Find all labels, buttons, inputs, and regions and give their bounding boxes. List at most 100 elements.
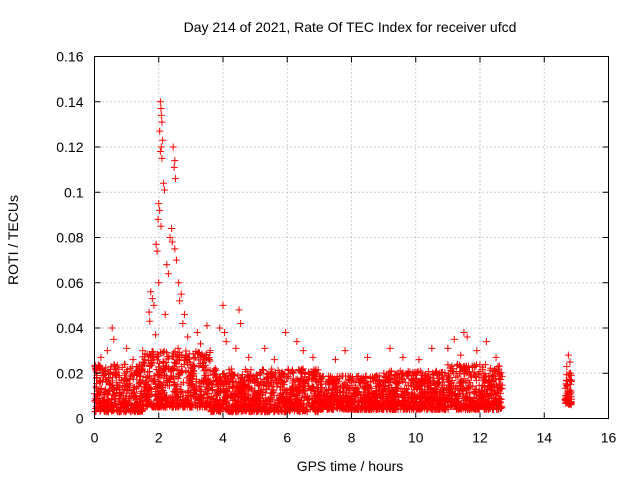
- data-point: [228, 365, 236, 373]
- data-point: [278, 386, 286, 394]
- data-point: [160, 179, 168, 187]
- data-point: [354, 384, 362, 392]
- data-point: [489, 371, 497, 379]
- data-point: [201, 386, 209, 394]
- data-point: [212, 402, 220, 410]
- data-point: [155, 200, 163, 208]
- data-point: [344, 384, 352, 392]
- data-point: [266, 404, 274, 412]
- data-point: [97, 353, 105, 361]
- data-point: [193, 329, 201, 337]
- data-point: [428, 344, 436, 352]
- data-point: [97, 399, 105, 407]
- data-point: [271, 401, 279, 409]
- data-point: [200, 391, 208, 399]
- data-point: [221, 389, 229, 397]
- data-point: [318, 402, 326, 410]
- data-point: [230, 404, 238, 412]
- data-point: [282, 390, 290, 398]
- data-point: [170, 380, 178, 388]
- data-point: [150, 301, 158, 309]
- data-point: [331, 401, 339, 409]
- data-point: [168, 365, 176, 373]
- data-point: [399, 393, 407, 401]
- data-point: [156, 98, 164, 106]
- data-point: [173, 397, 181, 405]
- data-point: [492, 353, 500, 361]
- data-point: [242, 391, 250, 399]
- data-point: [96, 389, 104, 397]
- data-point: [422, 372, 430, 380]
- data-point: [143, 378, 151, 386]
- data-point: [373, 373, 381, 381]
- data-point: [112, 386, 120, 394]
- data-point: [359, 382, 367, 390]
- data-point: [408, 375, 416, 383]
- data-point: [460, 329, 468, 337]
- data-point: [369, 405, 377, 413]
- data-point: [163, 261, 171, 269]
- data-point: [92, 397, 100, 405]
- data-point: [296, 377, 304, 385]
- data-point: [101, 390, 109, 398]
- data-point: [341, 347, 349, 355]
- data-point: [100, 391, 108, 399]
- data-point: [302, 377, 310, 385]
- data-point: [238, 371, 246, 379]
- data-point: [235, 391, 243, 399]
- data-point: [478, 397, 486, 405]
- data-point: [467, 382, 475, 390]
- data-point: [407, 391, 415, 399]
- data-point: [126, 375, 134, 383]
- data-point: [103, 347, 111, 355]
- data-point: [479, 375, 487, 383]
- data-point: [213, 380, 221, 388]
- data-point: [495, 362, 503, 370]
- data-point: [175, 279, 183, 287]
- data-point: [394, 380, 402, 388]
- data-point: [277, 389, 285, 397]
- data-point: [408, 389, 416, 397]
- data-point: [218, 405, 226, 413]
- data-point: [462, 394, 470, 402]
- data-point: [339, 387, 347, 395]
- data-point: [220, 396, 228, 404]
- data-point: [157, 143, 165, 151]
- data-point: [299, 389, 307, 397]
- data-point: [204, 375, 212, 383]
- x-tick-label: 10: [408, 430, 424, 446]
- data-point: [353, 373, 361, 381]
- data-point: [128, 369, 136, 377]
- data-point: [212, 372, 220, 380]
- data-point: [99, 405, 107, 413]
- data-point: [222, 373, 230, 381]
- data-point: [468, 396, 476, 404]
- data-point: [147, 399, 155, 407]
- data-point: [356, 378, 364, 386]
- x-tick-label: 14: [536, 430, 552, 446]
- data-point: [480, 386, 488, 394]
- data-point: [449, 365, 457, 373]
- data-point: [257, 368, 265, 376]
- data-point: [171, 392, 179, 400]
- data-point: [330, 405, 338, 413]
- data-point: [146, 362, 154, 370]
- dense-point-band: [91, 347, 575, 416]
- data-point: [299, 347, 307, 355]
- data-point: [154, 371, 162, 379]
- data-point: [432, 371, 440, 379]
- data-point: [487, 391, 495, 399]
- data-point: [364, 353, 372, 361]
- data-point: [416, 399, 424, 407]
- data-point: [410, 372, 418, 380]
- data-point: [148, 295, 156, 303]
- data-point: [433, 394, 441, 402]
- data-point: [139, 347, 147, 355]
- data-point: [335, 374, 343, 382]
- data-point: [394, 369, 402, 377]
- data-point: [407, 379, 415, 387]
- data-point: [415, 356, 423, 364]
- data-point: [172, 403, 180, 411]
- data-point: [426, 396, 434, 404]
- data-point: [159, 387, 167, 395]
